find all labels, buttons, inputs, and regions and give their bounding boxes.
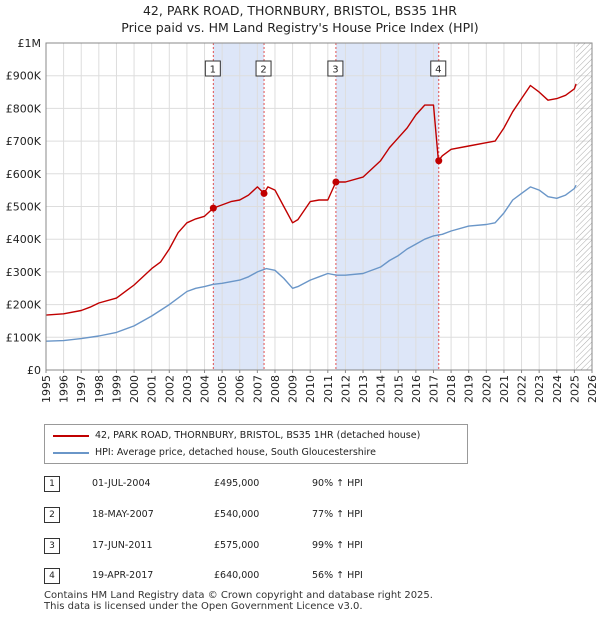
y-axis-ticks: £0 £100K £200K £300K £400K £500K £600K £700K £80… [6,37,42,377]
footer-copyright: Contains HM Land Registry data © Crown c… [44,590,433,601]
sale-number: 3 [44,538,60,554]
legend-label-hpi: HPI: Average price, detached house, Sout… [95,447,376,458]
chart-title-block: 42, PARK ROAD, THORNBURY, BRISTOL, BS35 … [0,2,600,36]
forecast-hatch-region [576,43,592,370]
x-tick-label: 2014 [375,375,388,403]
y-tick-label: £800K [6,102,42,115]
y-tick-label: £400K [6,233,42,246]
sale-point [435,157,443,165]
legend-swatch-hpi [53,452,89,454]
sale-row: 3 17-JUN-2011 £575,000 99% ↑ HPI [44,536,464,556]
x-tick-label: 2004 [199,375,212,403]
legend: 42, PARK ROAD, THORNBURY, BRISTOL, BS35 … [44,424,468,464]
annotation-label: 4 [435,65,441,76]
x-tick-label: 2008 [269,375,282,403]
footer: Contains HM Land Registry data © Crown c… [44,590,433,612]
annotation-label: 3 [332,65,338,76]
x-tick-label: 1995 [40,375,53,403]
x-tick-label: 2012 [339,375,352,403]
x-tick-label: 2005 [216,375,229,403]
x-tick-label: 2024 [551,375,564,403]
x-tick-label: 2007 [251,375,264,403]
x-tick-label: 2022 [516,375,529,403]
sale-price: £495,000 [214,478,260,489]
forecast-hatch [576,43,592,370]
y-tick-label: £900K [6,70,42,83]
sale-row: 1 01-JUL-2004 £495,000 90% ↑ HPI [44,474,464,494]
price-chart: 1 2 3 4 £0 £100K £200K £300K £400K £500K £600K £70… [6,37,599,403]
chart-title: 42, PARK ROAD, THORNBURY, BRISTOL, BS35 … [142,3,457,18]
x-tick-label: 2015 [392,375,405,403]
sale-number: 1 [44,476,60,492]
x-tick-label: 2003 [181,375,194,403]
x-tick-label: 2025 [568,375,581,403]
series-lines [45,83,577,342]
x-tick-label: 2026 [586,375,599,403]
y-tick-label: £200K [6,299,42,312]
y-tick-label: £1M [18,37,42,50]
sale-price: £575,000 [214,540,260,551]
annotation-label: 1 [210,65,216,76]
y-tick-label: £700K [6,135,42,148]
series-line-hpi [45,184,577,342]
x-tick-label: 2011 [322,375,335,403]
x-tick-label: 2009 [287,375,300,403]
chart-subtitle: Price paid vs. HM Land Registry's House … [121,20,479,35]
annotation-box [327,60,344,77]
sale-row: 4 19-APR-2017 £640,000 56% ↑ HPI [44,566,464,586]
sale-hpi-change: 77% ↑ HPI [312,509,363,520]
x-tick-label: 1999 [110,375,123,403]
annotation-box [204,60,221,77]
x-tick-label: 2010 [304,375,317,403]
sale-point [332,178,340,186]
x-tick-label: 1996 [58,375,71,403]
x-tick-label: 2021 [498,375,511,403]
x-tick-label: 2018 [445,375,458,403]
x-tick-label: 2023 [533,375,546,403]
x-tick-label: 2006 [234,375,247,403]
grid-lines [45,42,593,371]
sale-number: 4 [44,568,60,584]
x-tick-label: 2001 [146,375,159,403]
x-tick-label: 1997 [75,375,88,403]
legend-label-property: 42, PARK ROAD, THORNBURY, BRISTOL, BS35 … [95,430,421,441]
y-tick-label: £500K [6,201,42,214]
x-tick-label: 2000 [128,375,141,403]
sale-hpi-change: 90% ↑ HPI [312,478,363,489]
sale-row: 2 18-MAY-2007 £540,000 77% ↑ HPI [44,505,464,525]
x-tick-label: 2019 [463,375,476,403]
sale-date: 17-JUN-2011 [92,540,153,551]
annotation-box [430,60,447,77]
x-tick-label: 1998 [93,375,106,403]
sale-hpi-change: 56% ↑ HPI [312,570,363,581]
x-tick-label: 2016 [410,375,423,403]
sale-annotations: 1 2 3 4 [204,60,447,77]
plot-frame [45,42,593,371]
y-tick-label: £600K [6,168,42,181]
annotation-box [255,60,272,77]
annotation-label: 2 [260,65,266,76]
legend-swatch-property [53,435,89,437]
y-tick-label: £0 [27,364,41,377]
y-tick-label: £300K [6,266,42,279]
sale-hpi-change: 99% ↑ HPI [312,540,363,551]
sale-point [209,204,217,212]
sale-date: 18-MAY-2007 [92,509,154,520]
sale-number: 2 [44,507,60,523]
footer-licence: This data is licensed under the Open Gov… [44,601,363,612]
x-tick-label: 2017 [427,375,440,403]
sale-date: 01-JUL-2004 [92,478,151,489]
sale-price: £540,000 [214,509,260,520]
series-line-property [45,83,577,316]
sale-point [260,189,268,197]
x-tick-label: 2013 [357,375,370,403]
sale-points [209,157,443,212]
x-tick-label: 2002 [163,375,176,403]
sale-date: 19-APR-2017 [92,570,154,581]
x-tick-label: 2020 [480,375,493,403]
x-axis-ticks: 1995 1996 1997 1998 1999 2000 2001 2002 2003 2004… [40,370,599,403]
sale-marker-lines [212,43,440,370]
y-tick-label: £100K [6,331,42,344]
sale-price: £640,000 [214,570,260,581]
